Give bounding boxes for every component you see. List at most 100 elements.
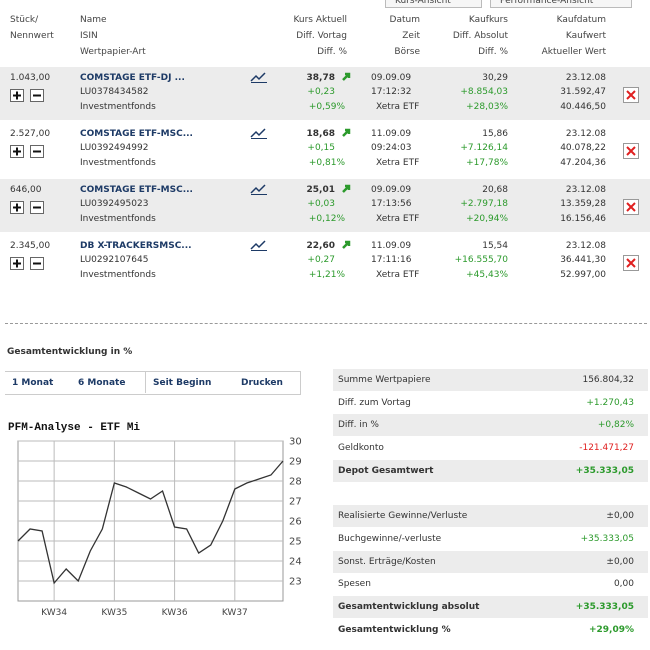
kind: Investmentfonds (80, 270, 156, 280)
tab-label[interactable]: Seit Beginn (153, 378, 212, 388)
date: 11.09.09 (371, 129, 412, 139)
chart-icon[interactable] (250, 71, 268, 83)
current-value: 52.997,00 (560, 270, 606, 280)
delete-button[interactable] (623, 143, 639, 159)
column-header: ISIN (80, 31, 98, 41)
chart-icon[interactable] (250, 127, 268, 139)
summary-value: +35.333,05 (575, 602, 634, 612)
add-button[interactable] (10, 201, 24, 214)
summary-value: +29,09% (588, 624, 634, 635)
diff-abs: +2.797,18 (460, 199, 508, 209)
units: 2.527,00 (10, 129, 51, 139)
diff-prev: +0,03 (307, 199, 335, 209)
x-tick-label: KW34 (41, 608, 67, 618)
summary-label: Geldkonto (338, 443, 384, 454)
isin: LU0392495023 (80, 199, 149, 209)
summary-value: ±0,00 (606, 511, 634, 522)
tab[interactable] (385, 0, 482, 8)
delete-button[interactable] (623, 255, 639, 271)
remove-button[interactable] (30, 89, 44, 102)
isin: LU0292107645 (80, 255, 149, 265)
exchange: Xetra ETF (376, 158, 420, 168)
summary-label: Buchgewinne/-verluste (338, 533, 442, 544)
add-button[interactable] (10, 145, 24, 158)
delete-button[interactable] (623, 199, 639, 215)
summary-row (333, 459, 648, 482)
column-header: Wertpapier-Art (80, 47, 146, 57)
name: DB X-TRACKERSMSC... (80, 241, 192, 251)
y-tick-label: 30 (289, 437, 302, 448)
summary-label: Sonst. Erträge/Kosten (338, 556, 436, 567)
summary-value: +35.333,05 (580, 533, 634, 544)
y-tick-label: 23 (289, 577, 302, 588)
tab-label[interactable]: Performance-Ansicht (500, 0, 594, 6)
diff-pct: +17,78% (466, 158, 508, 168)
diff-abs: +7.126,14 (460, 143, 508, 153)
date: 11.09.09 (371, 241, 412, 251)
tab-label[interactable]: 1 Monat (12, 378, 54, 388)
summary-value: +35.333,05 (575, 465, 634, 476)
remove-button[interactable] (30, 257, 44, 270)
y-tick-label: 28 (289, 477, 302, 488)
summary-row (333, 414, 648, 437)
buy-value: 31.592,47 (560, 87, 606, 97)
tab[interactable] (490, 0, 632, 8)
units: 2.345,00 (10, 241, 51, 251)
add-button[interactable] (10, 257, 24, 270)
trend-arrow (342, 184, 351, 193)
add-button[interactable] (10, 89, 24, 102)
tab-bar (5, 371, 301, 395)
buy-date: 23.12.08 (565, 129, 606, 139)
price: 22,60 (306, 241, 335, 251)
summary-row (333, 550, 648, 573)
kind: Investmentfonds (80, 102, 156, 112)
buy-value: 36.441,30 (560, 255, 606, 265)
tab-label[interactable]: 6 Monate (78, 378, 126, 388)
buy-price: 30,29 (482, 73, 508, 83)
diff-abs: +8.854,03 (460, 87, 508, 97)
chart-title: PFM-Analyse - ETF Mi (8, 422, 140, 434)
remove-button[interactable] (30, 145, 44, 158)
diff-prev-pct: +0,81% (308, 158, 345, 168)
position-row (0, 67, 650, 120)
line (17, 460, 284, 585)
trend-arrow (342, 72, 351, 81)
time: 17:13:56 (371, 199, 412, 209)
isin: LU0378434582 (80, 87, 149, 97)
column-header: Datum (389, 15, 420, 25)
tab-label[interactable]: Drucken (241, 378, 283, 388)
section-title: Gesamtentwicklung in % (7, 347, 133, 357)
chart-icon[interactable] (250, 239, 268, 251)
diff-pct: +28,03% (466, 102, 508, 112)
tab-label[interactable]: Kurs-Ansicht (395, 0, 451, 6)
units: 1.043,00 (10, 73, 51, 83)
summary-label: Gesamtentwicklung % (338, 624, 451, 635)
remove-button[interactable] (30, 201, 44, 214)
buy-value: 13.359,28 (560, 199, 606, 209)
y-tick-label: 29 (289, 457, 302, 468)
column-header: Kaufkurs (468, 15, 508, 25)
price: 18,68 (306, 129, 335, 139)
trend-arrow (342, 240, 351, 249)
y-tick-label: 24 (289, 557, 302, 568)
units: 646,00 (10, 185, 42, 195)
current-value: 47.204,36 (560, 158, 606, 168)
summary-value: +0,82% (597, 420, 634, 431)
diff-prev: +0,23 (307, 87, 335, 97)
column-header: Kaufdatum (556, 15, 606, 25)
kind: Investmentfonds (80, 214, 156, 224)
chart-icon[interactable] (250, 183, 268, 195)
name: COMSTAGE ETF-DJ ... (80, 73, 185, 83)
diff-prev-pct: +1,21% (308, 270, 345, 280)
isin: LU0392494992 (80, 143, 149, 153)
name: COMSTAGE ETF-MSC... (80, 185, 193, 195)
column-header: Kurs Aktuell (293, 15, 347, 25)
kind: Investmentfonds (80, 158, 156, 168)
time: 17:11:16 (371, 255, 412, 265)
delete-button[interactable] (623, 87, 639, 103)
summary-row (333, 596, 648, 618)
summary-label: Realisierte Gewinne/Verluste (338, 511, 468, 522)
buy-date: 23.12.08 (565, 73, 606, 83)
diff-pct: +45,43% (466, 270, 508, 280)
diff-prev: +0,15 (307, 143, 335, 153)
